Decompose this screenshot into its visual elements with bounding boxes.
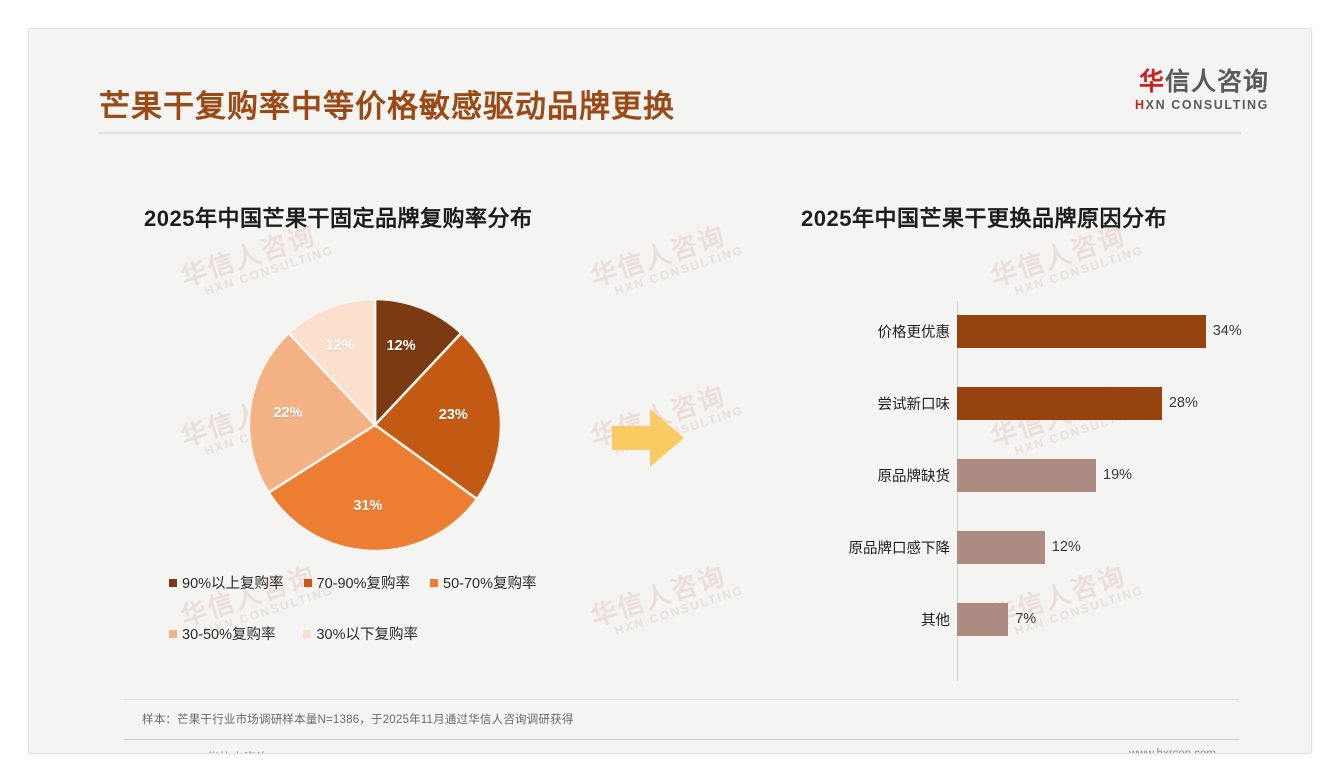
logo-chinese-text: 华信人咨询 <box>1135 69 1269 96</box>
pie-slice <box>247 331 377 495</box>
right-chart-title: 2025年中国芒果干更换品牌原因分布 <box>801 206 1167 231</box>
pie-slice <box>266 423 479 553</box>
page-title: 芒果干复购率中等价格敏感驱动品牌更换 <box>99 89 675 124</box>
bar-fill[interactable] <box>957 386 1162 420</box>
copyright-text: ©2026.1 HXR华信人咨询 <box>129 747 269 753</box>
bar-track: 7% <box>957 599 1282 639</box>
pie-legend-item[interactable]: 30-50%复购率 <box>169 623 275 644</box>
pie-slice-label: 23% <box>438 407 468 424</box>
logo-en-rest: XN CONSULTING <box>1145 98 1269 112</box>
pie-slice-label: 22% <box>273 404 303 421</box>
bar-fill[interactable] <box>957 602 1009 636</box>
pie-legend-row-2: 30-50%复购率 30%以下复购率 <box>169 623 589 644</box>
pie-legend-row-1: 90%以上复购率 70-90%复购率 50-70%复购率 <box>169 572 589 593</box>
legend-swatch-icon <box>430 579 439 587</box>
bar-value-label: 19% <box>1103 467 1133 483</box>
logo-cn-accent-char: 华 <box>1138 68 1165 96</box>
company-logo: 华信人咨询 HXN CONSULTING <box>1135 69 1269 113</box>
bar-value-label: 7% <box>1015 611 1037 627</box>
legend-label: 50-70%复购率 <box>443 576 537 592</box>
pie-slice-label: 12% <box>386 337 416 354</box>
bar-category-label: 原品牌口感下降 <box>848 540 951 557</box>
pie-slice <box>286 297 377 429</box>
right-arrow-svg <box>612 409 684 467</box>
left-chart-title: 2025年中国芒果干固定品牌复购率分布 <box>144 206 533 231</box>
legend-swatch-icon <box>169 630 177 638</box>
sample-note: 样本：芒果干行业市场调研样本量N=1386，于2025年11月通过华信人咨询调研… <box>142 714 574 726</box>
pie-legend-item[interactable]: 50-70%复购率 <box>430 572 537 593</box>
legend-label: 30-50%复购率 <box>182 627 276 643</box>
right-arrow-icon <box>612 409 684 472</box>
bar-track: 34% <box>957 311 1282 351</box>
legend-swatch-icon <box>169 579 177 587</box>
bar-value-label: 28% <box>1168 395 1198 411</box>
bar-category-label: 其他 <box>921 612 950 629</box>
legend-swatch-icon <box>303 579 312 587</box>
sample-divider <box>124 699 1239 700</box>
pie-slice-label: 12% <box>325 337 355 354</box>
logo-cn-rest: 信人咨询 <box>1164 68 1269 96</box>
bar-track: 19% <box>957 455 1282 495</box>
pie-chart-svg <box>247 297 503 553</box>
title-divider <box>99 132 1241 134</box>
legend-swatch-icon <box>303 630 312 638</box>
legend-label: 30%以下复购率 <box>316 627 419 643</box>
bar-category-label: 价格更优惠 <box>877 324 951 341</box>
bar-fill[interactable] <box>957 530 1045 564</box>
footer-divider <box>124 739 1239 740</box>
website-link[interactable]: www.hxrcon.com <box>1129 748 1216 754</box>
logo-en-accent-char: H <box>1135 98 1146 112</box>
bar-track: 12% <box>957 527 1282 567</box>
legend-label: 70-90%复购率 <box>316 576 411 592</box>
bar-track: 28% <box>957 383 1282 423</box>
pie-legend-item[interactable]: 90%以上复购率 <box>169 572 284 593</box>
pie-chart: 12% 23% 31% 22% 12% <box>247 297 503 553</box>
bar-chart-row: 价格更优惠 34% <box>822 311 1282 351</box>
bar-chart-row: 原品牌缺货 19% <box>822 455 1282 495</box>
bar-fill[interactable] <box>957 458 1096 492</box>
bar-chart-row: 其他 7% <box>822 599 1282 639</box>
pie-slice <box>373 297 464 429</box>
bar-chart-row: 原品牌口感下降 12% <box>822 527 1282 567</box>
bar-category-label: 原品牌缺货 <box>877 468 951 485</box>
pie-legend-item[interactable]: 30%以下复购率 <box>303 623 418 644</box>
bar-category-label: 尝试新口味 <box>877 396 951 413</box>
pie-slice <box>373 331 503 501</box>
legend-label: 90%以上复购率 <box>182 576 284 592</box>
logo-english-text: HXN CONSULTING <box>1135 98 1269 112</box>
bar-value-label: 12% <box>1051 539 1081 555</box>
bar-chart: 价格更优惠 34% 尝试新口味 28% 原品牌缺货 19% 原品牌口感下降 12% 其他 7% <box>822 301 1282 681</box>
slide-canvas: 华信人咨询 HXN CONSULTING 华信人咨询 HXN CONSULTING 华信… <box>28 28 1312 754</box>
bar-fill[interactable] <box>957 314 1206 348</box>
pie-legend: 90%以上复购率 70-90%复购率 50-70%复购率 30-50%复购率 30%以… <box>169 572 589 644</box>
pie-legend-item[interactable]: 70-90%复购率 <box>303 572 411 593</box>
pie-slice-label: 31% <box>353 498 383 515</box>
bar-value-label: 34% <box>1212 323 1242 339</box>
bar-chart-row: 尝试新口味 28% <box>822 383 1282 423</box>
